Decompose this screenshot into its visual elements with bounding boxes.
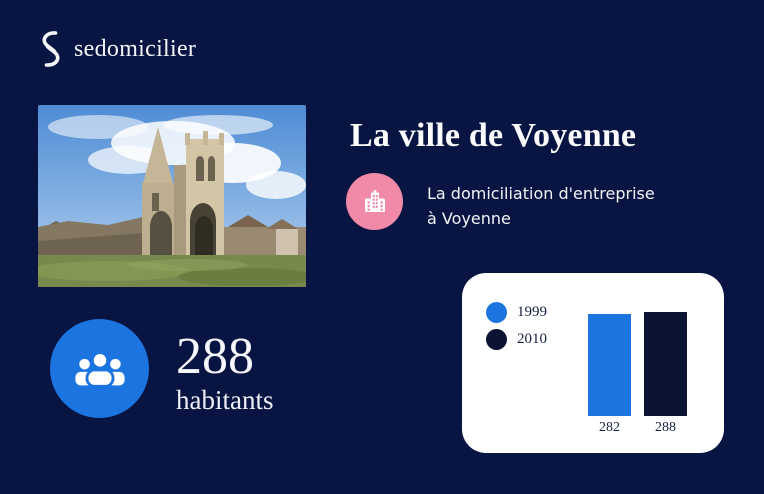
feature-description-line1: La domiciliation d'entreprise: [427, 184, 655, 203]
sedomicilier-s-mark-icon: [42, 31, 60, 67]
legend-label-1999: 1999: [517, 304, 547, 320]
bar-chart: 282 288: [588, 311, 687, 435]
chart-legend: 1999 2010: [486, 302, 547, 350]
feature-description: La domiciliation d'entreprise à Voyenne: [427, 182, 687, 232]
brand-name: sedomicilier: [74, 35, 197, 62]
bar-1999: [588, 313, 631, 416]
bar-2010: [644, 311, 687, 416]
bar-group-1999: 282: [588, 313, 631, 435]
feature-description-line2: à Voyenne: [427, 208, 511, 228]
population-badge: [50, 319, 149, 418]
city-photo: [38, 105, 306, 287]
feature-badge: [346, 173, 403, 230]
city-photo-illustration: [38, 105, 306, 287]
legend-dot-2010: [486, 329, 507, 350]
bar-value-2010: 288: [655, 419, 676, 435]
bar-value-1999: 282: [599, 419, 620, 435]
population-label: habitants: [176, 385, 274, 415]
legend-item-2010: 2010: [486, 329, 547, 350]
people-group-icon: [74, 350, 125, 388]
legend-dot-1999: [486, 302, 507, 323]
legend-label-2010: 2010: [517, 331, 547, 347]
page-title: La ville de Voyenne: [350, 117, 637, 154]
office-building-icon: [364, 189, 385, 212]
population-chart-card: 1999 2010 282 288: [462, 273, 724, 453]
population-value: 288: [176, 328, 254, 385]
brand-logo: sedomicilier: [38, 30, 196, 68]
legend-item-1999: 1999: [486, 302, 547, 323]
bar-group-2010: 288: [644, 311, 687, 435]
